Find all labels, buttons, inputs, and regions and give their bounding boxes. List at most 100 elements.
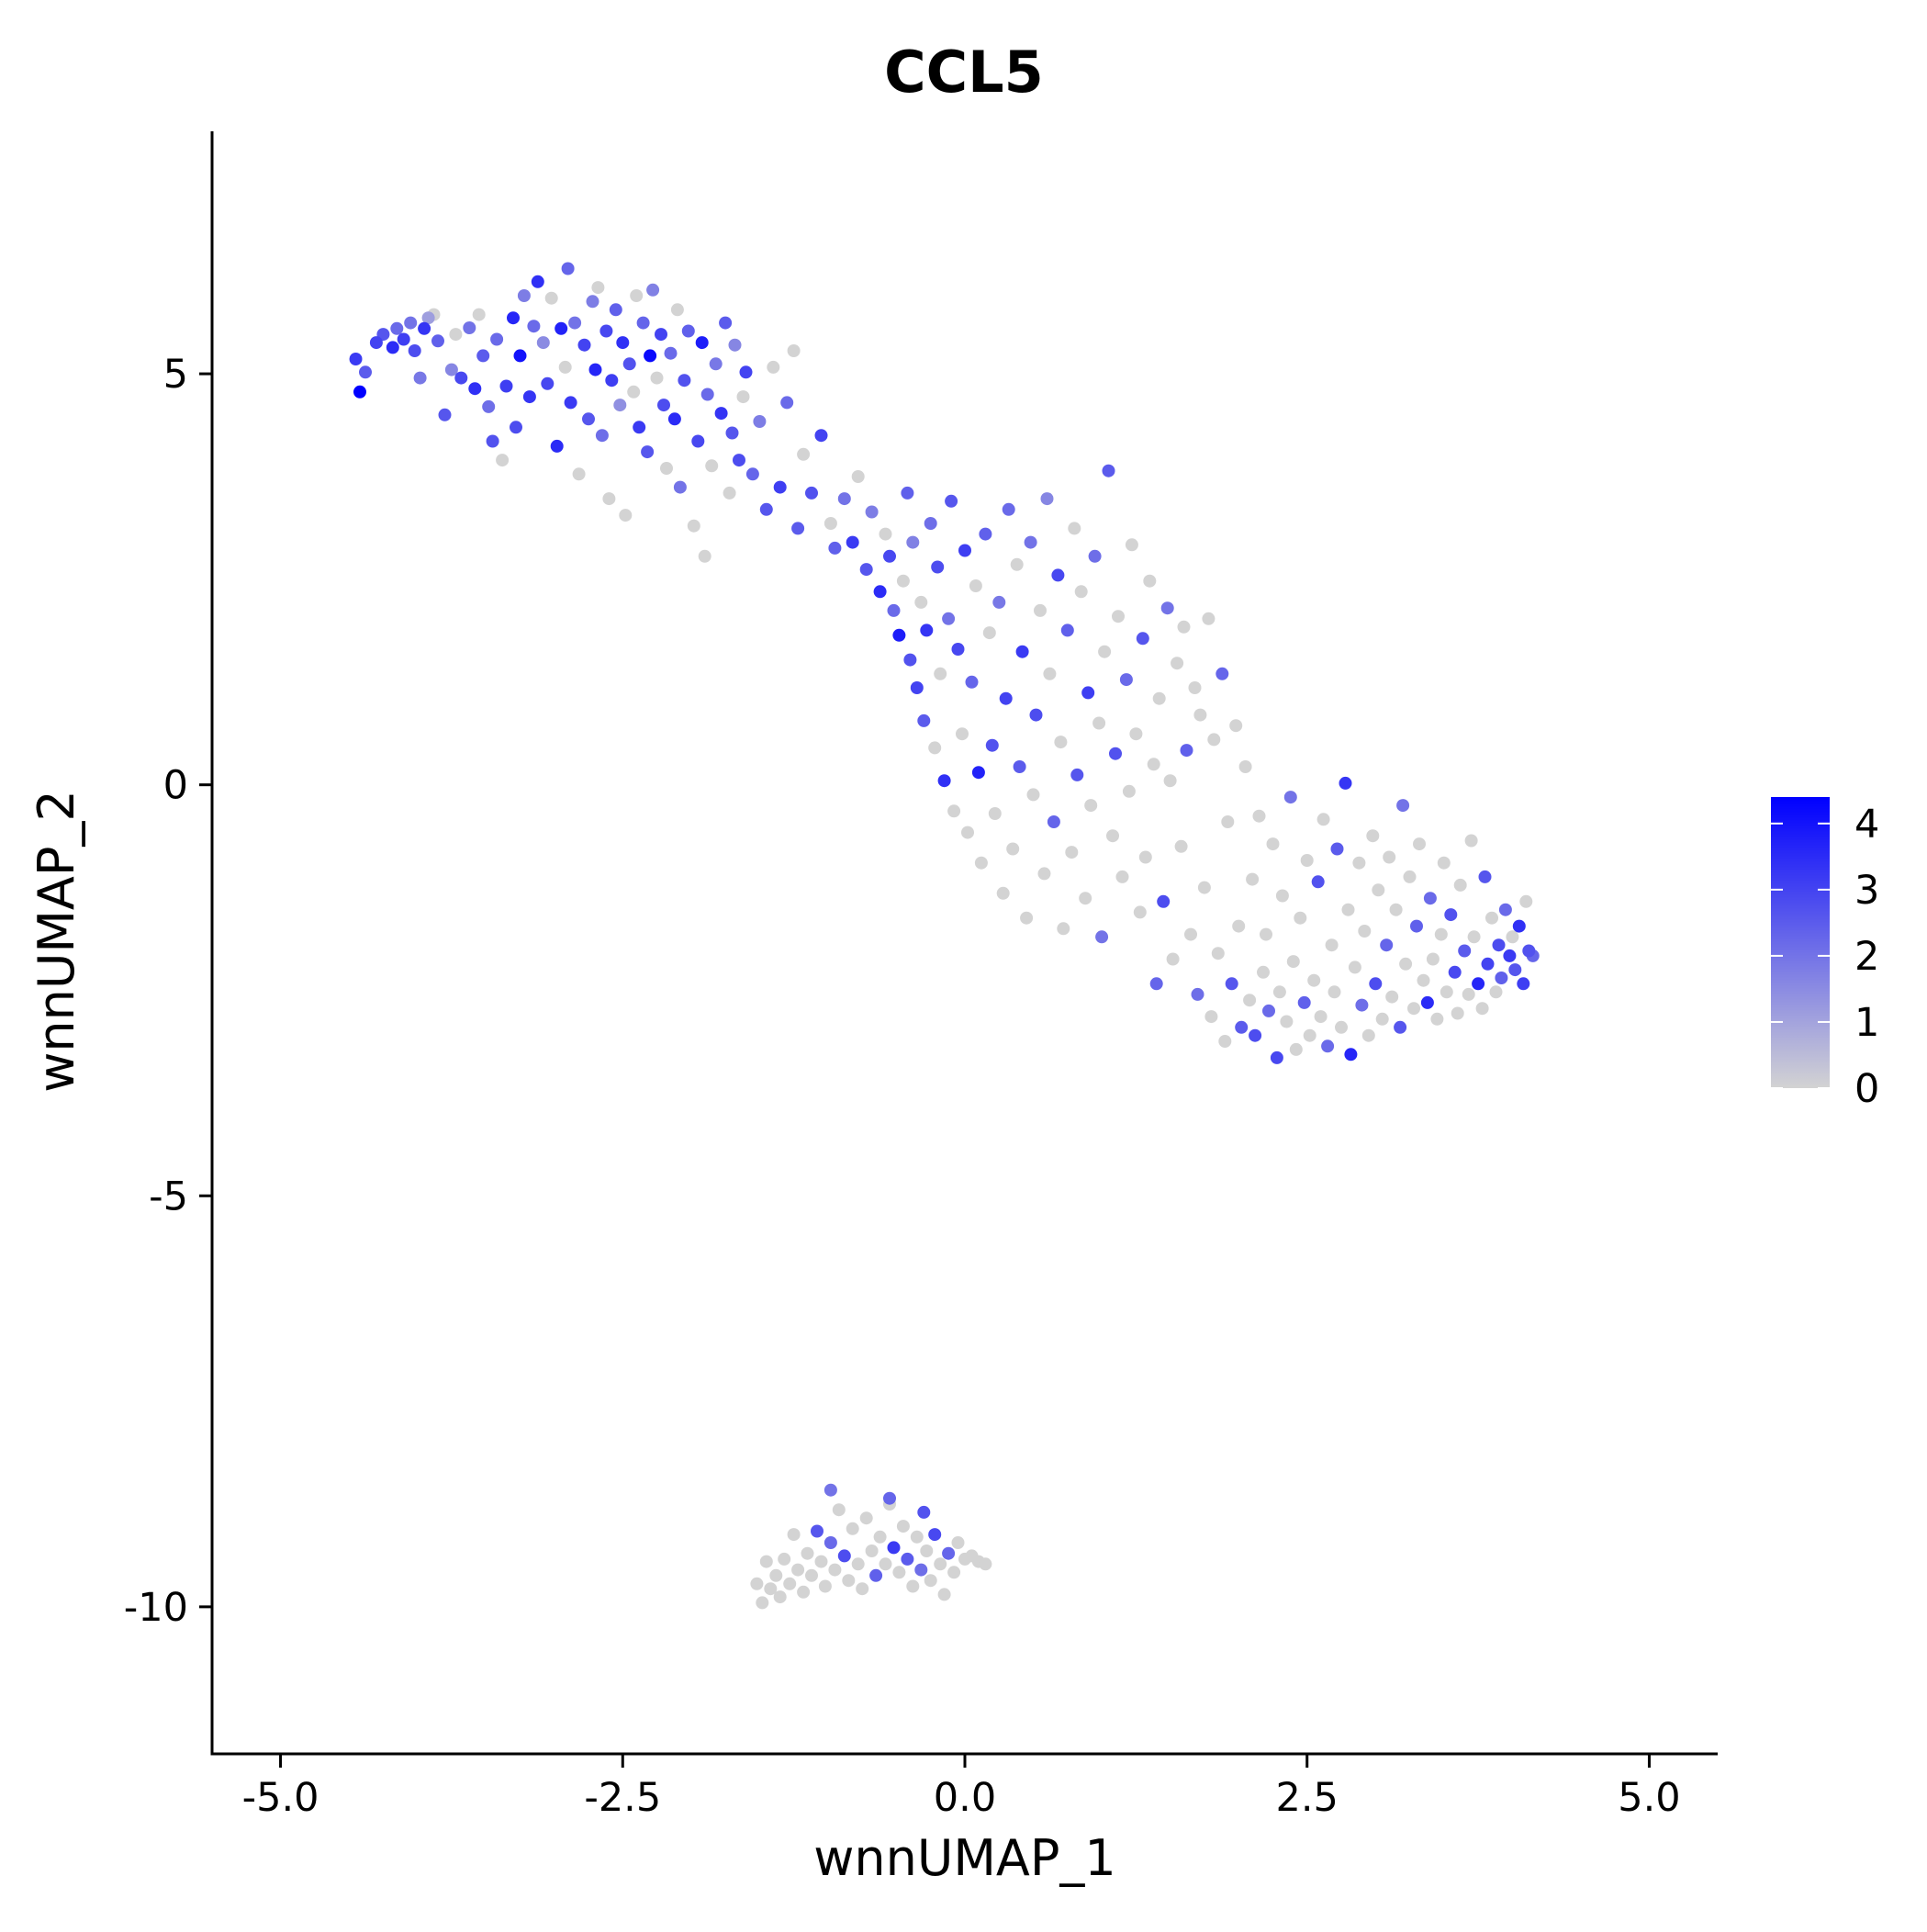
data-point — [951, 643, 965, 656]
data-point — [1519, 894, 1533, 908]
data-point — [956, 727, 969, 741]
data-point — [971, 766, 985, 780]
data-point — [791, 522, 805, 535]
data-point — [1339, 776, 1352, 790]
data-point — [482, 399, 496, 413]
data-point — [1262, 1004, 1275, 1017]
data-point — [1193, 708, 1207, 722]
data-point — [783, 1577, 797, 1590]
data-point — [1344, 1048, 1358, 1061]
data-point — [1481, 957, 1495, 971]
data-point — [974, 856, 988, 870]
data-point — [602, 492, 616, 506]
data-point — [1060, 623, 1074, 637]
data-point — [510, 421, 522, 434]
colorbar-tick-label: 1 — [1854, 1000, 1879, 1046]
data-point — [1270, 1050, 1283, 1064]
data-point — [397, 332, 410, 346]
data-point — [920, 623, 934, 637]
data-point — [883, 549, 896, 563]
data-point — [472, 308, 486, 321]
data-point — [901, 1552, 914, 1566]
data-point — [1272, 985, 1286, 999]
x-axis-ticks: -5.0 -2.5 0.0 2.5 5.0 — [242, 1755, 1681, 1821]
data-point — [1020, 911, 1034, 925]
data-point — [965, 675, 979, 689]
data-point — [1275, 889, 1289, 903]
data-point — [1257, 965, 1270, 979]
data-point — [1184, 927, 1197, 941]
data-point — [797, 1585, 811, 1599]
data-point — [687, 519, 700, 533]
data-point — [418, 321, 431, 335]
data-point — [1475, 1002, 1489, 1016]
data-point — [1458, 944, 1472, 958]
data-point — [1355, 998, 1369, 1012]
data-point — [1163, 774, 1177, 788]
data-point — [605, 374, 619, 388]
data-point — [536, 336, 550, 350]
data-point — [1235, 1020, 1249, 1034]
data-point — [931, 560, 945, 574]
data-point — [386, 341, 399, 354]
data-point — [1396, 799, 1410, 813]
data-point — [636, 316, 650, 330]
data-point — [805, 486, 818, 500]
data-point — [582, 412, 595, 426]
data-point — [1472, 977, 1485, 991]
data-point — [725, 426, 739, 440]
data-point — [349, 353, 363, 365]
data-point — [1394, 1020, 1407, 1034]
data-point — [1136, 632, 1149, 646]
data-point — [1040, 492, 1054, 506]
data-point — [627, 385, 641, 399]
data-point — [1423, 892, 1437, 905]
data-point — [723, 486, 736, 500]
data-point — [1328, 985, 1341, 999]
data-point — [996, 886, 1010, 900]
data-point — [928, 1528, 942, 1542]
scatter-points — [349, 262, 1540, 1610]
data-point — [823, 1536, 837, 1549]
data-point — [769, 1568, 783, 1582]
data-point — [1372, 883, 1385, 897]
data-point — [1462, 987, 1475, 1001]
data-point — [1026, 788, 1040, 802]
data-point — [1512, 919, 1526, 933]
data-point — [1307, 973, 1321, 987]
data-point — [714, 407, 728, 421]
data-point — [1138, 850, 1152, 864]
data-point — [1013, 760, 1026, 773]
data-point — [644, 349, 657, 363]
data-point — [818, 1579, 832, 1593]
data-point — [896, 1520, 910, 1533]
data-point — [846, 1522, 859, 1535]
data-point — [1074, 585, 1088, 599]
data-point — [641, 445, 655, 459]
x-tick-label: 0.0 — [934, 1775, 996, 1821]
data-point — [1006, 842, 1020, 856]
data-point — [1243, 994, 1257, 1007]
data-point — [1426, 952, 1440, 966]
data-point — [413, 371, 427, 385]
data-point — [1522, 944, 1536, 958]
data-point — [438, 408, 452, 421]
data-point — [791, 1563, 805, 1577]
data-point — [1095, 930, 1109, 944]
data-point — [1407, 1002, 1420, 1016]
data-point — [837, 492, 851, 506]
data-point — [619, 509, 633, 522]
data-point — [709, 357, 723, 371]
data-point — [404, 316, 418, 330]
data-point — [1010, 557, 1024, 571]
colorbar-tick-label: 0 — [1854, 1066, 1879, 1112]
data-point — [728, 338, 742, 352]
colorbar-gradient — [1771, 797, 1830, 1088]
data-point — [1341, 903, 1355, 916]
data-point — [823, 1483, 837, 1497]
data-point — [814, 1555, 828, 1568]
data-point — [1188, 681, 1202, 694]
y-axis-ticks: 5 0 -5 -10 — [124, 352, 212, 1631]
data-point — [1047, 815, 1060, 828]
